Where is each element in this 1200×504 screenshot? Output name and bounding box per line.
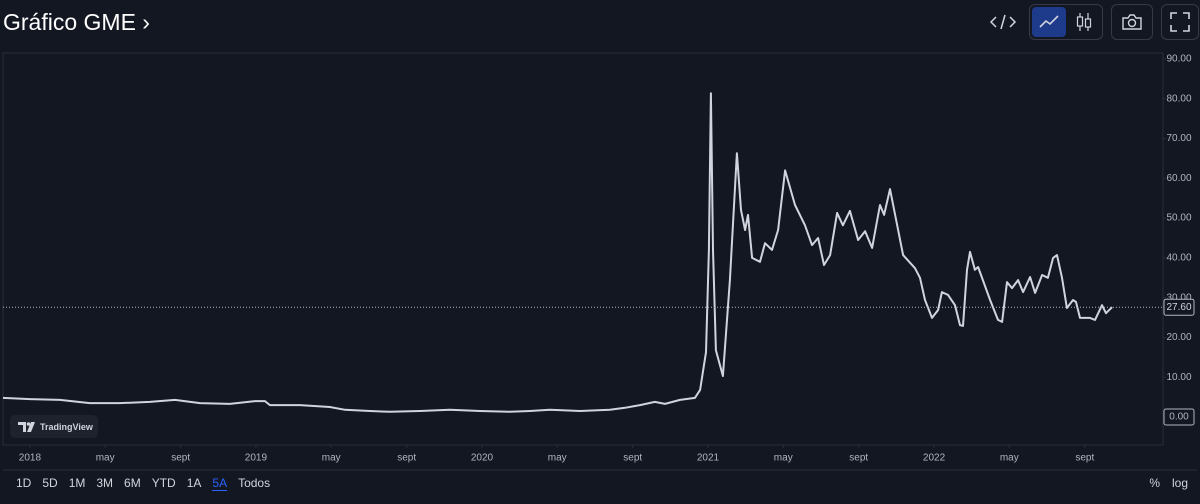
price-line xyxy=(2,92,1113,413)
y-tick-label: 20.00 xyxy=(1166,332,1191,343)
embed-icon[interactable] xyxy=(985,10,1021,34)
range-option[interactable]: 1M xyxy=(68,476,86,490)
scale-options: % log xyxy=(1149,476,1188,490)
y-tick-label: 0.00 xyxy=(1169,412,1189,423)
x-tick-label: may xyxy=(96,453,115,464)
chart-title[interactable]: Gráfico GME › xyxy=(3,9,150,35)
x-tick-label: sept xyxy=(1075,453,1094,464)
range-option[interactable]: 1A xyxy=(186,476,202,490)
y-tick-label: 30.00 xyxy=(1166,292,1191,303)
chart-type-group xyxy=(1029,4,1103,40)
y-tick-label: 60.00 xyxy=(1166,173,1191,184)
x-tick-label: may xyxy=(322,453,341,464)
y-tick-label: 90.00 xyxy=(1166,54,1191,65)
x-tick-label: sept xyxy=(623,453,642,464)
range-option[interactable]: 5A xyxy=(212,476,228,491)
range-selector: 1D 5D 1M 3M 6M YTD 1A 5A Todos xyxy=(16,476,270,491)
fullscreen-button[interactable] xyxy=(1161,4,1199,40)
y-tick-label: 70.00 xyxy=(1166,133,1191,144)
logo[interactable]: TradingView xyxy=(10,415,98,438)
x-tick-label: sept xyxy=(397,453,416,464)
y-tick-box xyxy=(1163,408,1195,426)
range-option[interactable]: 5D xyxy=(42,476,58,490)
camera-icon xyxy=(1122,14,1142,30)
range-option[interactable]: log xyxy=(1171,476,1188,490)
line-chart-button[interactable] xyxy=(1032,7,1066,37)
y-tick-label: 10.00 xyxy=(1166,372,1191,383)
y-tick-label: 40.00 xyxy=(1166,253,1191,264)
range-option[interactable]: 6M xyxy=(124,476,141,490)
x-tick-label: may xyxy=(1000,453,1019,464)
fullscreen-icon xyxy=(1170,12,1190,32)
plot-frame xyxy=(2,52,1164,446)
x-tick-label: may xyxy=(548,453,567,464)
x-tick-label: 2020 xyxy=(471,453,494,464)
range-option[interactable]: 1D xyxy=(16,476,32,490)
candle-chart-button[interactable] xyxy=(1070,7,1098,37)
x-tick-label: sept xyxy=(849,453,868,464)
x-tick-label: sept xyxy=(171,453,190,464)
x-tick-label: may xyxy=(774,453,793,464)
logo-text: TradingView xyxy=(40,421,93,432)
logo-icon xyxy=(18,421,35,432)
last-price-box xyxy=(1163,298,1195,316)
snapshot-button[interactable] xyxy=(1111,4,1153,40)
y-tick-label: 50.00 xyxy=(1166,213,1191,224)
x-tick-label: 2018 xyxy=(19,453,42,464)
x-tick-label: 2022 xyxy=(923,453,946,464)
x-tick-label: 2019 xyxy=(245,453,268,464)
y-tick-label: 80.00 xyxy=(1166,93,1191,104)
range-option[interactable]: YTD xyxy=(151,476,176,490)
last-price-label: 27.60 xyxy=(1166,302,1191,313)
range-option[interactable]: Todos xyxy=(238,476,271,490)
range-option[interactable]: 3M xyxy=(96,476,114,490)
range-option[interactable]: % xyxy=(1149,476,1160,490)
x-tick-label: 2021 xyxy=(697,453,720,464)
